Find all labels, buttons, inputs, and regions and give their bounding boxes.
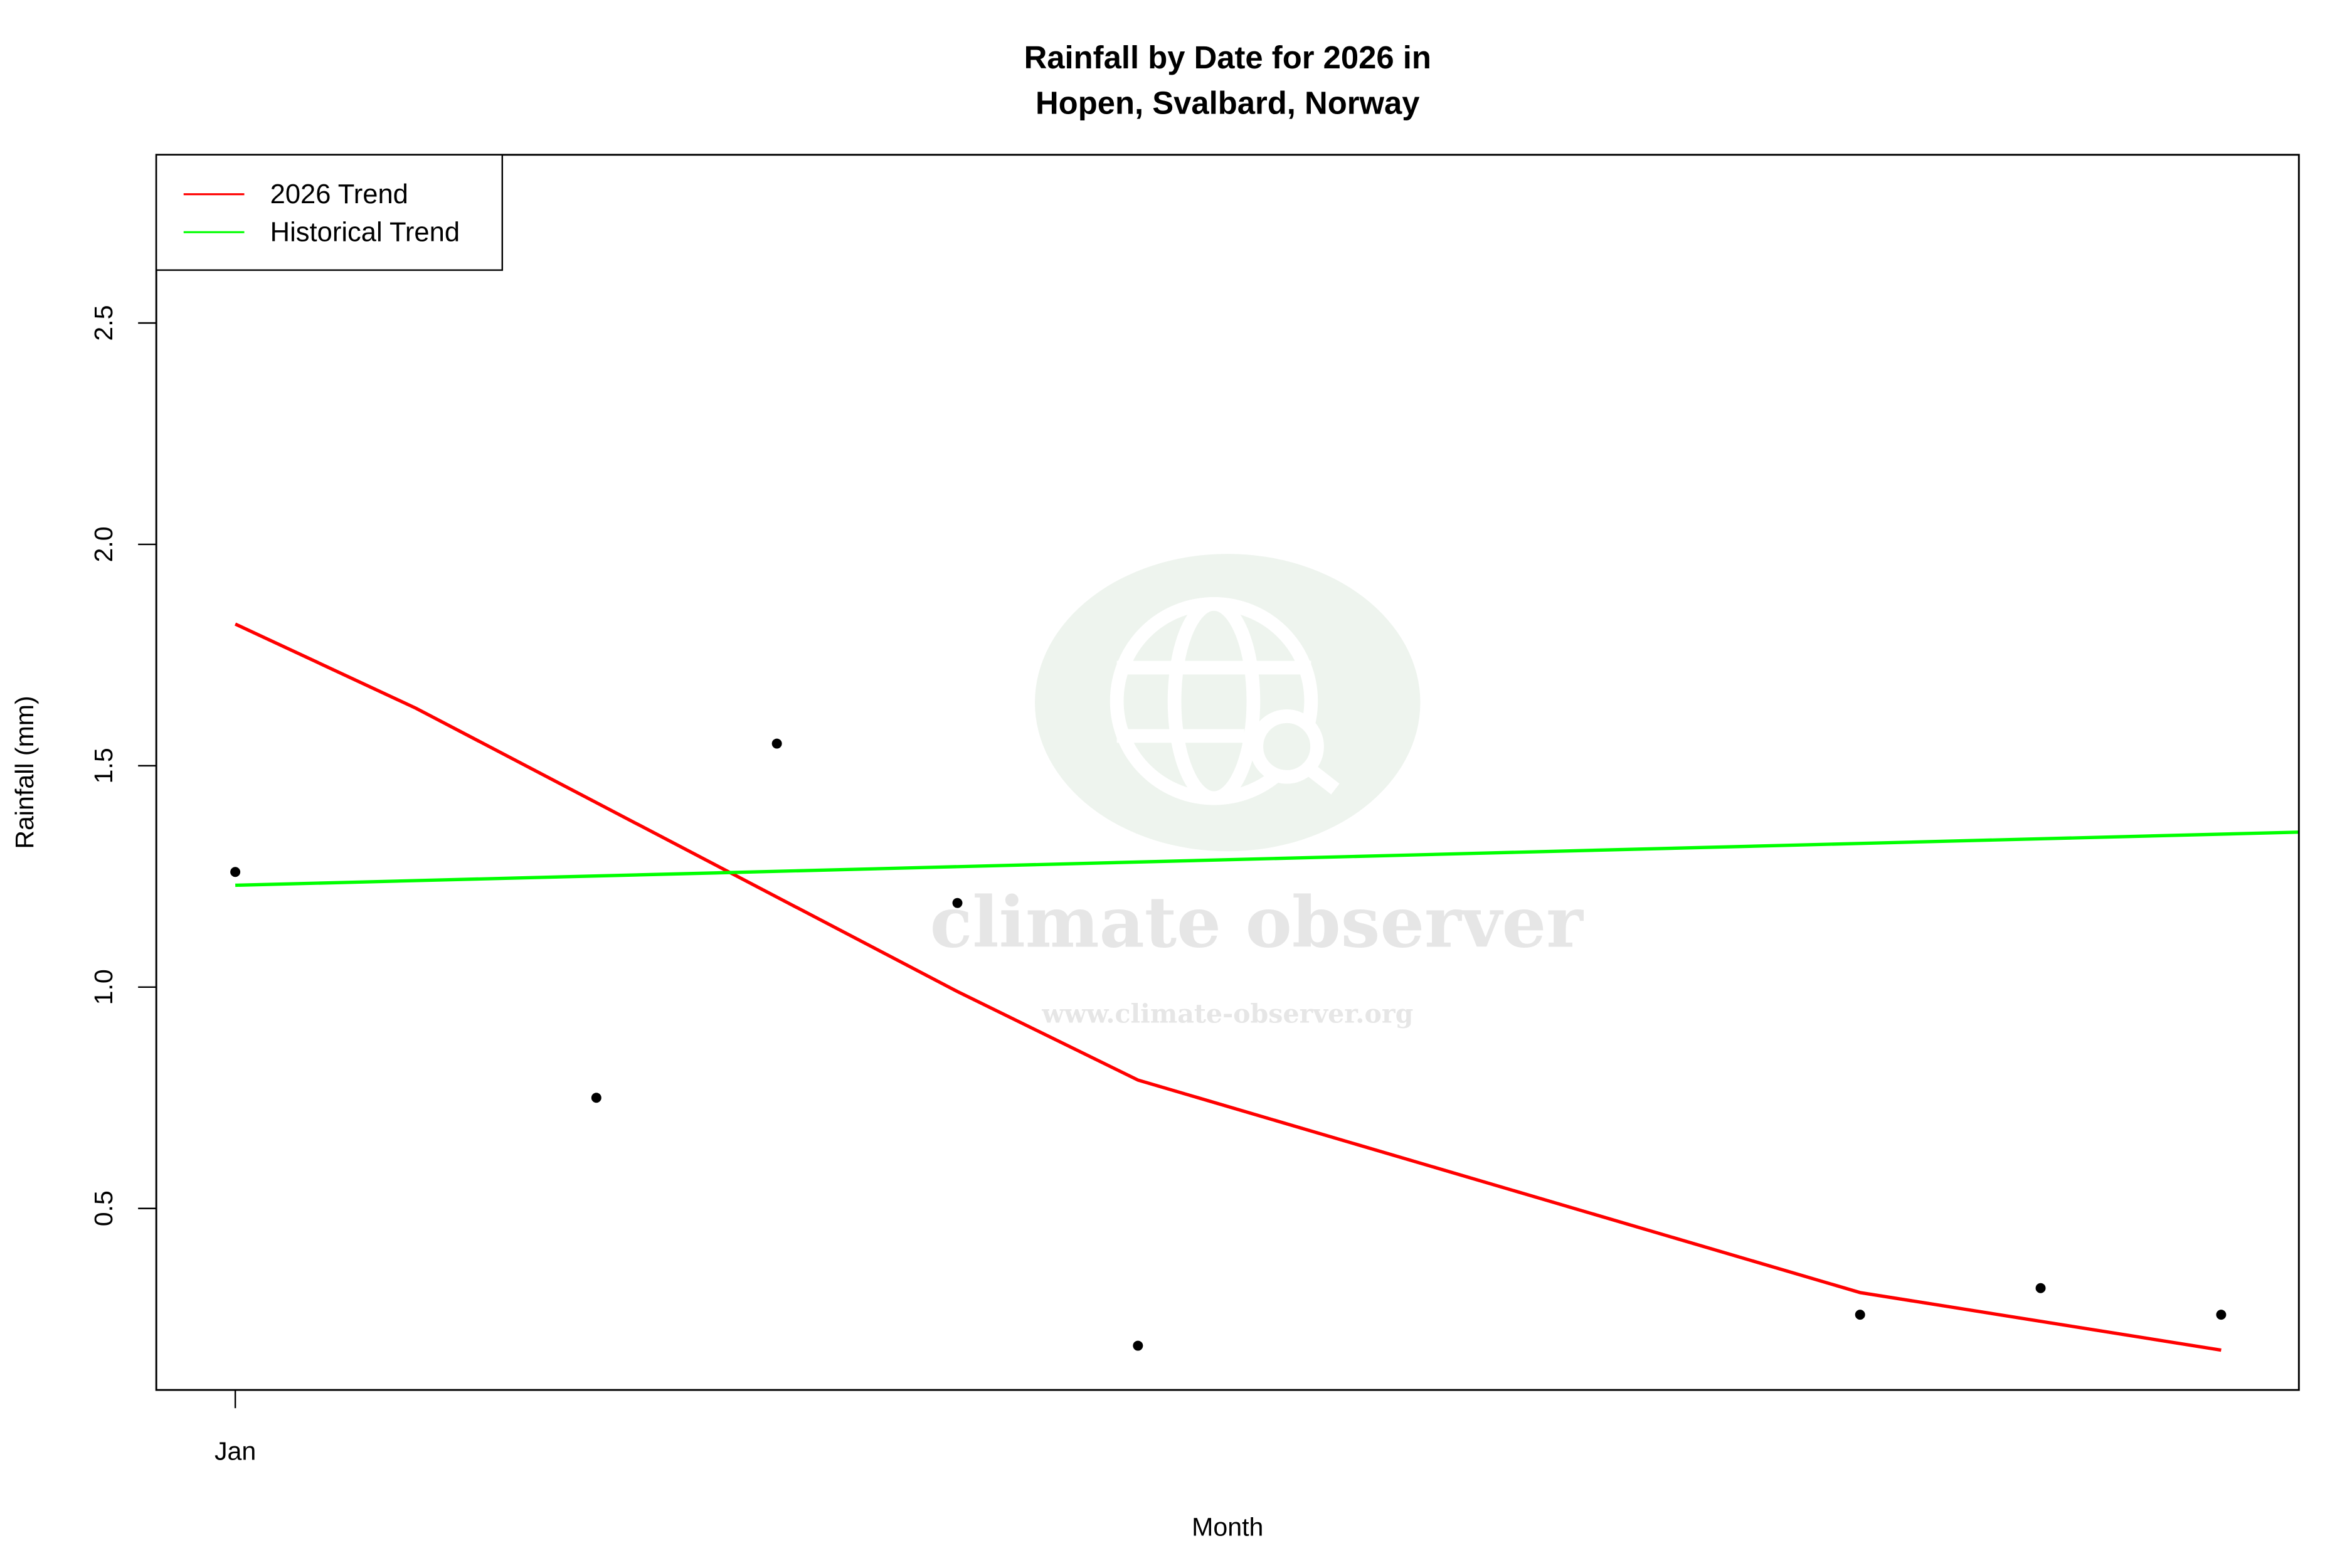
y-tick-label: 2.0: [89, 526, 118, 562]
x-tick-label: Jan: [215, 1436, 256, 1465]
data-point: [2035, 1283, 2046, 1293]
y-tick-label: 1.0: [89, 969, 118, 1005]
data-point: [2216, 1310, 2227, 1320]
y-tick-label: 2.5: [89, 305, 118, 341]
plot-frame: [155, 154, 2300, 1391]
data-point: [1855, 1310, 1865, 1320]
chart-subtitle: Hopen, Svalbard, Norway: [1036, 85, 1420, 120]
watermark: climate observer www.climate-observer.or…: [930, 554, 1584, 1029]
legend-box: [155, 154, 504, 271]
legend-label-1: 2026 Trend: [270, 179, 408, 209]
x-axis-label: Month: [1192, 1512, 1263, 1541]
data-point: [591, 1093, 601, 1103]
y-tick-label: 1.5: [89, 748, 118, 783]
chart-title: Rainfall by Date for 2026 in: [1024, 40, 1431, 75]
globe-search-icon: [1110, 597, 1340, 805]
series-line-2: [235, 830, 2299, 887]
watermark-url: www.climate-observer.org: [1041, 999, 1413, 1029]
legend: 2026 Trend Historical Trend: [155, 154, 504, 271]
data-point: [771, 738, 782, 749]
series-line-1: [235, 622, 2222, 1352]
y-tick-label: 0.5: [89, 1190, 118, 1226]
legend-label-2: Historical Trend: [270, 218, 460, 248]
data-point: [1133, 1340, 1143, 1351]
watermark-name: climate observer: [930, 882, 1584, 964]
data-point: [230, 867, 241, 877]
data-point: [952, 898, 963, 908]
y-axis-label: Rainfall (mm): [10, 696, 39, 849]
